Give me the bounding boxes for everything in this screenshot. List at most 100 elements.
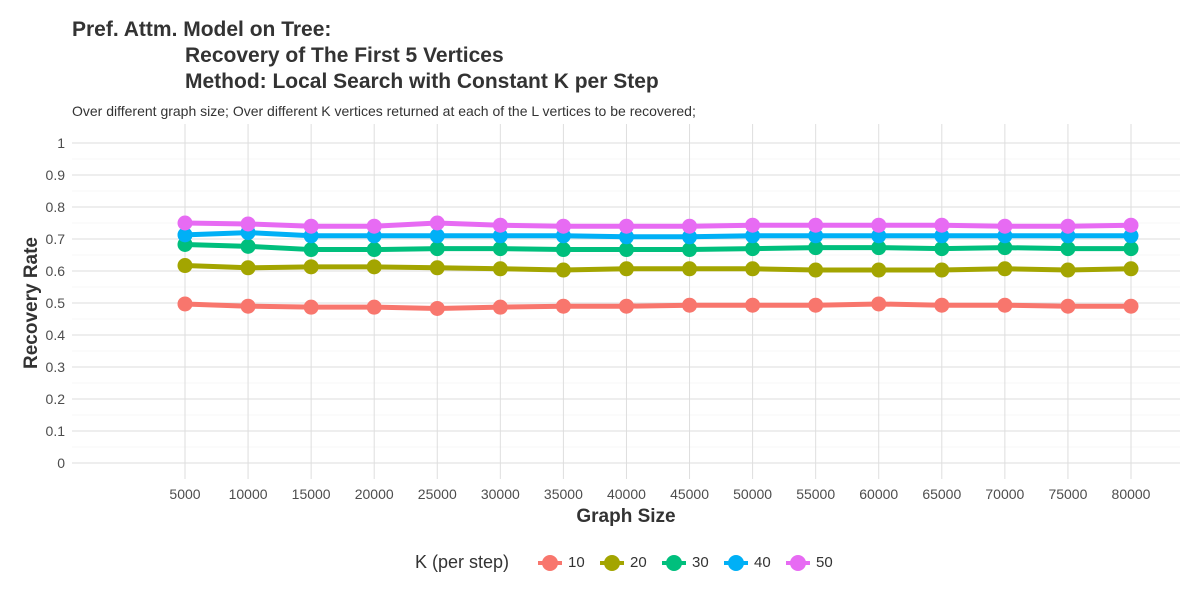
y-tick-label: 1 (57, 135, 65, 151)
chart-subtitle: Over different graph size; Over differen… (72, 103, 696, 119)
y-tick-label: 0.1 (46, 423, 66, 439)
data-point (555, 262, 571, 278)
data-point (682, 297, 698, 313)
series-10 (177, 296, 1139, 316)
y-tick-label: 0.6 (46, 263, 66, 279)
x-tick-label: 70000 (985, 486, 1024, 502)
x-tick-label: 35000 (544, 486, 583, 502)
data-point (303, 218, 319, 234)
data-point (682, 242, 698, 258)
data-point (492, 299, 508, 315)
data-point (1060, 218, 1076, 234)
data-point (934, 262, 950, 278)
x-tick-label: 40000 (607, 486, 646, 502)
data-point (871, 262, 887, 278)
data-point (618, 242, 634, 258)
x-tick-label: 15000 (292, 486, 331, 502)
series-line-10 (184, 301, 1131, 311)
x-axis-label: Graph Size (576, 506, 675, 527)
data-point (177, 227, 193, 243)
data-point (177, 258, 193, 274)
data-point (429, 300, 445, 316)
series-lines (177, 215, 1139, 316)
data-point (808, 262, 824, 278)
x-tick-labels: 5000 10000 15000 20000 25000 30000 35000 40000 4… (169, 486, 1150, 502)
data-point (1123, 241, 1139, 257)
series-line-30 (184, 241, 1131, 253)
data-point (1123, 217, 1139, 233)
data-point (934, 217, 950, 233)
data-point (618, 229, 634, 245)
data-point (1060, 262, 1076, 278)
legend-label: 50 (816, 554, 833, 571)
y-tick-label: 0.8 (46, 199, 66, 215)
data-point (240, 216, 256, 232)
y-tick-label: 0.4 (46, 327, 66, 343)
x-tick-label: 80000 (1112, 486, 1151, 502)
y-axis-label: Recovery Rate (21, 237, 42, 369)
data-point (745, 297, 761, 313)
legend-key (784, 548, 812, 578)
data-point (997, 297, 1013, 313)
data-point (492, 261, 508, 277)
data-point (366, 259, 382, 275)
y-tick-labels: 0 0.1 0.2 0.3 0.4 0.5 0.6 0.7 0.8 0.9 1 (46, 135, 66, 471)
data-point (555, 218, 571, 234)
data-point (555, 242, 571, 258)
data-point (1123, 228, 1139, 244)
data-point (997, 261, 1013, 277)
data-point (492, 241, 508, 257)
data-point (366, 299, 382, 315)
data-point (1123, 261, 1139, 277)
data-point (240, 238, 256, 254)
data-point (682, 261, 698, 277)
data-point (997, 240, 1013, 256)
data-point (745, 217, 761, 233)
x-tick-label: 25000 (418, 486, 457, 502)
x-tick-label: 20000 (355, 486, 394, 502)
data-point (429, 215, 445, 231)
data-point (745, 228, 761, 244)
series-20 (177, 258, 1139, 278)
data-point (934, 297, 950, 313)
data-point (934, 228, 950, 244)
x-tick-label: 50000 (733, 486, 772, 502)
data-point (240, 298, 256, 314)
data-point (618, 298, 634, 314)
x-tick-label: 55000 (796, 486, 835, 502)
data-point (492, 217, 508, 233)
y-tick-label: 0 (57, 455, 65, 471)
legend-label: 10 (568, 554, 585, 571)
data-point (618, 261, 634, 277)
data-point (618, 218, 634, 234)
data-point (871, 217, 887, 233)
series-40 (177, 225, 1139, 245)
data-point (177, 296, 193, 312)
x-tick-label: 75000 (1048, 486, 1087, 502)
data-point (303, 242, 319, 258)
x-tick-label: 30000 (481, 486, 520, 502)
legend-key (722, 548, 750, 578)
data-point (682, 229, 698, 245)
legend-key (598, 548, 626, 578)
x-tick-label: 60000 (859, 486, 898, 502)
data-point (303, 259, 319, 275)
data-point (808, 228, 824, 244)
data-point (1060, 241, 1076, 257)
x-tick-label: 5000 (169, 486, 200, 502)
x-tick-label: 65000 (922, 486, 961, 502)
data-point (1123, 298, 1139, 314)
data-point (555, 298, 571, 314)
y-tick-label: 0.5 (46, 295, 66, 311)
series-30 (177, 236, 1139, 258)
data-point (682, 218, 698, 234)
data-point (934, 241, 950, 257)
data-point (366, 242, 382, 258)
data-point (808, 217, 824, 233)
legend: K (per step) 10 20 30 40 50 (0, 548, 1200, 578)
data-point (997, 218, 1013, 234)
y-tick-label: 0.7 (46, 231, 66, 247)
y-tick-label: 0.2 (46, 391, 66, 407)
x-tick-label: 10000 (229, 486, 268, 502)
data-point (871, 228, 887, 244)
